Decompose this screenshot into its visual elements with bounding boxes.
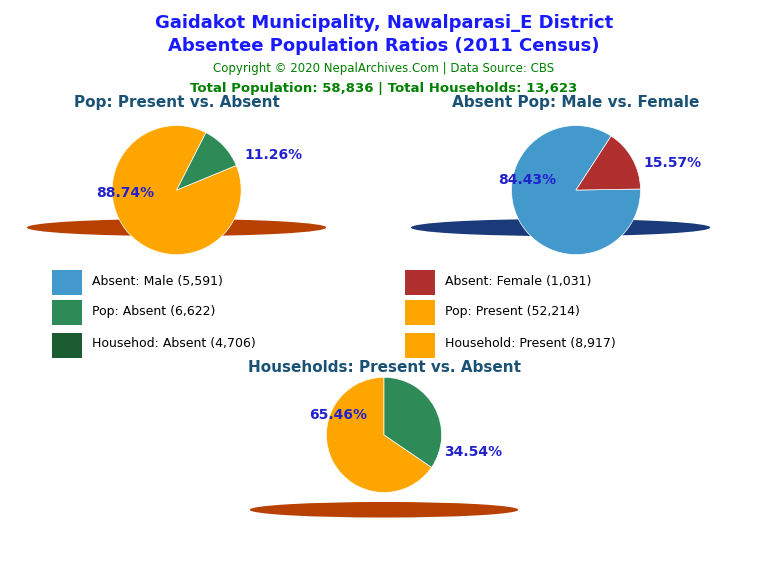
- Text: Gaidakot Municipality, Nawalparasi_E District: Gaidakot Municipality, Nawalparasi_E Dis…: [155, 14, 613, 32]
- Bar: [406, 270, 435, 295]
- Text: Absent Pop: Male vs. Female: Absent Pop: Male vs. Female: [452, 95, 700, 110]
- Text: Pop: Present vs. Absent: Pop: Present vs. Absent: [74, 95, 280, 110]
- Wedge shape: [177, 132, 237, 190]
- Text: 15.57%: 15.57%: [644, 156, 702, 170]
- Bar: [52, 332, 81, 358]
- Text: Househod: Absent (4,706): Househod: Absent (4,706): [92, 338, 256, 350]
- Text: Copyright © 2020 NepalArchives.Com | Data Source: CBS: Copyright © 2020 NepalArchives.Com | Dat…: [214, 62, 554, 75]
- Wedge shape: [511, 126, 641, 255]
- Bar: [52, 301, 81, 325]
- Ellipse shape: [411, 219, 710, 236]
- Wedge shape: [326, 377, 432, 492]
- Text: 88.74%: 88.74%: [96, 186, 154, 200]
- Text: Total Population: 58,836 | Total Households: 13,623: Total Population: 58,836 | Total Househo…: [190, 82, 578, 95]
- Wedge shape: [384, 377, 442, 467]
- Text: Absent: Male (5,591): Absent: Male (5,591): [92, 275, 223, 288]
- Text: 65.46%: 65.46%: [309, 408, 367, 422]
- Bar: [406, 332, 435, 358]
- Text: Household: Present (8,917): Household: Present (8,917): [445, 338, 616, 350]
- Text: Pop: Absent (6,622): Pop: Absent (6,622): [92, 305, 216, 318]
- Bar: [52, 270, 81, 295]
- Text: 11.26%: 11.26%: [244, 147, 303, 162]
- Text: Households: Present vs. Absent: Households: Present vs. Absent: [247, 360, 521, 375]
- Ellipse shape: [27, 219, 326, 236]
- Text: Absent: Female (1,031): Absent: Female (1,031): [445, 275, 592, 288]
- Wedge shape: [576, 136, 641, 190]
- Wedge shape: [112, 126, 241, 255]
- Text: 84.43%: 84.43%: [498, 173, 557, 187]
- Text: Pop: Present (52,214): Pop: Present (52,214): [445, 305, 581, 318]
- Text: 34.54%: 34.54%: [445, 445, 502, 459]
- Text: Absentee Population Ratios (2011 Census): Absentee Population Ratios (2011 Census): [168, 37, 600, 55]
- Bar: [406, 301, 435, 325]
- Ellipse shape: [250, 502, 518, 517]
